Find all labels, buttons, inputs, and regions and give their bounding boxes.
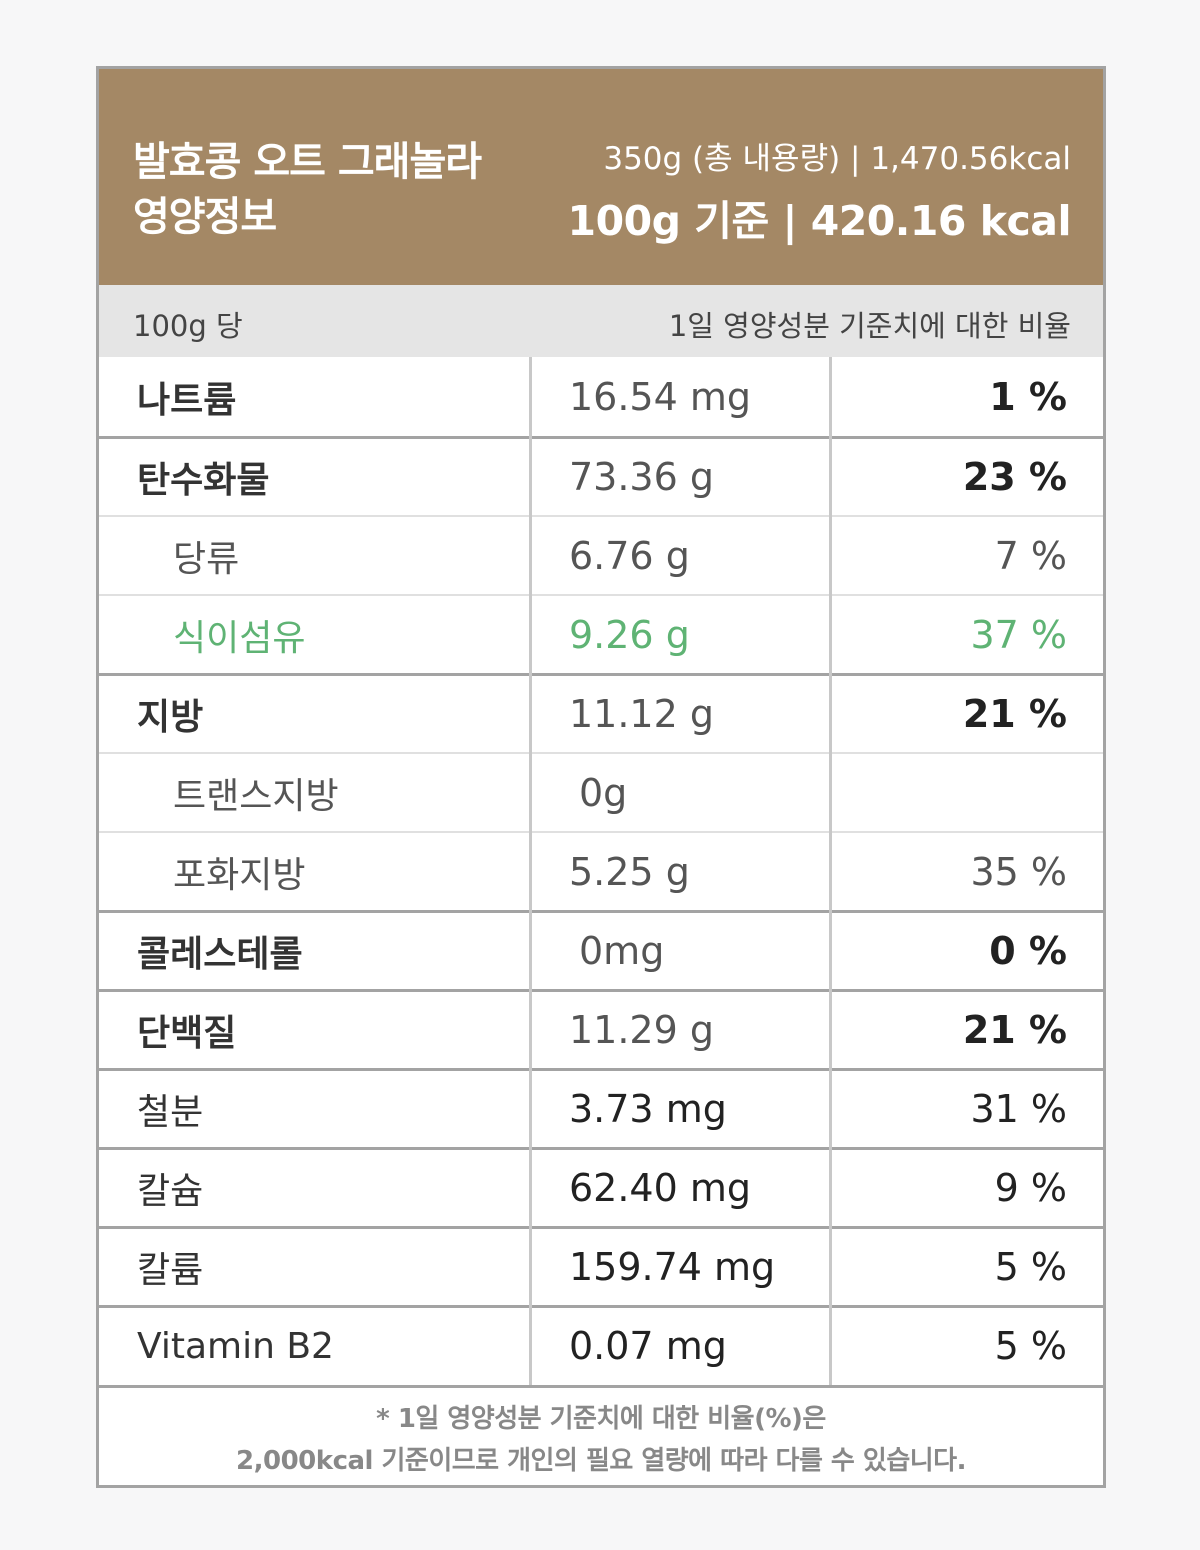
table-row: 당류 6.76 g 7 % [99, 515, 1103, 594]
nutrition-title: 영양정보 [133, 194, 277, 240]
table-row: 철분 3.73 mg 31 % [99, 1068, 1103, 1147]
nutrient-name: 칼륨 [137, 1250, 204, 1291]
nutrient-name: 지방 [137, 697, 204, 738]
nutrient-percent: 0 % [989, 929, 1067, 973]
column-divider [529, 357, 532, 1385]
table-row: 포화지방 5.25 g 35 % [99, 831, 1103, 910]
nutrient-amount: 5.25 g [569, 849, 690, 894]
table-row: 단백질 11.29 g 21 % [99, 989, 1103, 1068]
nutrition-facts-panel: 발효콩 오트 그래놀라 영양정보 350g (총 내용량) | 1,470.56… [96, 66, 1106, 1488]
nutrient-percent: 21 % [962, 692, 1067, 736]
nutrient-name: 철분 [137, 1092, 204, 1133]
table-row: 식이섬유 9.26 g 37 % [99, 594, 1103, 673]
footnote: * 1일 영양성분 기준치에 대한 비율(%)은 2,000kcal 기준이므로… [99, 1385, 1103, 1485]
nutrient-table: 나트륨 16.54 mg 1 % 탄수화물 73.36 g 23 % 당류 6.… [99, 357, 1103, 1384]
nutrient-amount: 159.74 mg [569, 1245, 776, 1289]
nutrient-name: 칼슘 [137, 1171, 204, 1212]
nutrition-header: 발효콩 오트 그래놀라 영양정보 350g (총 내용량) | 1,470.56… [99, 69, 1103, 285]
nutrient-percent: 37 % [970, 612, 1067, 657]
nutrient-name: 나트륨 [137, 379, 237, 421]
table-subheader: 100g 당 1일 영양성분 기준치에 대한 비율 [99, 285, 1103, 357]
nutrient-percent: 5 % [994, 1245, 1067, 1289]
per-unit-label: 100g 당 [133, 309, 243, 343]
nutrient-percent: 7 % [994, 533, 1067, 578]
column-divider [829, 357, 832, 1385]
nutrient-amount: 0g [579, 770, 628, 815]
table-row: 칼슘 62.40 mg 9 % [99, 1147, 1103, 1226]
nutrient-name: 탄수화물 [137, 460, 270, 501]
table-row: 칼륨 159.74 mg 5 % [99, 1226, 1103, 1305]
total-content-calories: 350g (총 내용량) | 1,470.56kcal [603, 141, 1071, 177]
footnote-line-2: 2,000kcal 기준이므로 개인의 필요 열량에 따라 다를 수 있습니다. [236, 1446, 966, 1476]
nutrient-amount: 3.73 mg [569, 1087, 727, 1131]
table-row: 지방 11.12 g 21 % [99, 673, 1103, 752]
nutrient-amount: 9.26 g [569, 612, 690, 657]
table-row: 나트륨 16.54 mg 1 % [99, 357, 1103, 436]
product-name: 발효콩 오트 그래놀라 [133, 139, 482, 185]
nutrient-amount: 16.54 mg [569, 374, 752, 419]
nutrient-percent: 31 % [970, 1087, 1067, 1131]
nutrient-name: 콜레스테롤 [137, 934, 303, 975]
nutrient-name: Vitamin B2 [137, 1325, 334, 1367]
footnote-line-1: * 1일 영양성분 기준치에 대한 비율(%)은 [376, 1404, 826, 1434]
nutrient-percent: 5 % [994, 1324, 1067, 1368]
table-row: 탄수화물 73.36 g 23 % [99, 436, 1103, 515]
nutrient-name: 당류 [173, 538, 240, 580]
nutrient-percent: 1 % [989, 374, 1067, 419]
nutrient-amount: 11.12 g [569, 692, 714, 736]
nutrient-percent: 9 % [994, 1166, 1067, 1210]
nutrient-percent: 23 % [962, 455, 1067, 499]
nutrient-percent: 21 % [962, 1008, 1067, 1052]
table-row: 콜레스테롤 0mg 0 % [99, 910, 1103, 989]
nutrient-percent: 35 % [970, 849, 1067, 894]
nutrient-amount: 6.76 g [569, 533, 690, 578]
nutrient-amount: 0mg [579, 929, 665, 973]
nutrient-name: 식이섬유 [173, 617, 306, 659]
daily-value-label: 1일 영양성분 기준치에 대한 비율 [668, 309, 1071, 343]
nutrient-name: 트랜스지방 [173, 775, 339, 817]
nutrient-name: 단백질 [137, 1013, 237, 1054]
nutrient-amount: 62.40 mg [569, 1166, 752, 1210]
nutrient-name: 포화지방 [173, 854, 306, 896]
nutrient-amount: 0.07 mg [569, 1324, 727, 1368]
table-row: Vitamin B2 0.07 mg 5 % [99, 1305, 1103, 1384]
nutrient-amount: 73.36 g [569, 455, 714, 499]
nutrient-amount: 11.29 g [569, 1008, 714, 1052]
per-100g-calories: 100g 기준 | 420.16 kcal [567, 197, 1072, 245]
table-row: 트랜스지방 0g [99, 752, 1103, 831]
